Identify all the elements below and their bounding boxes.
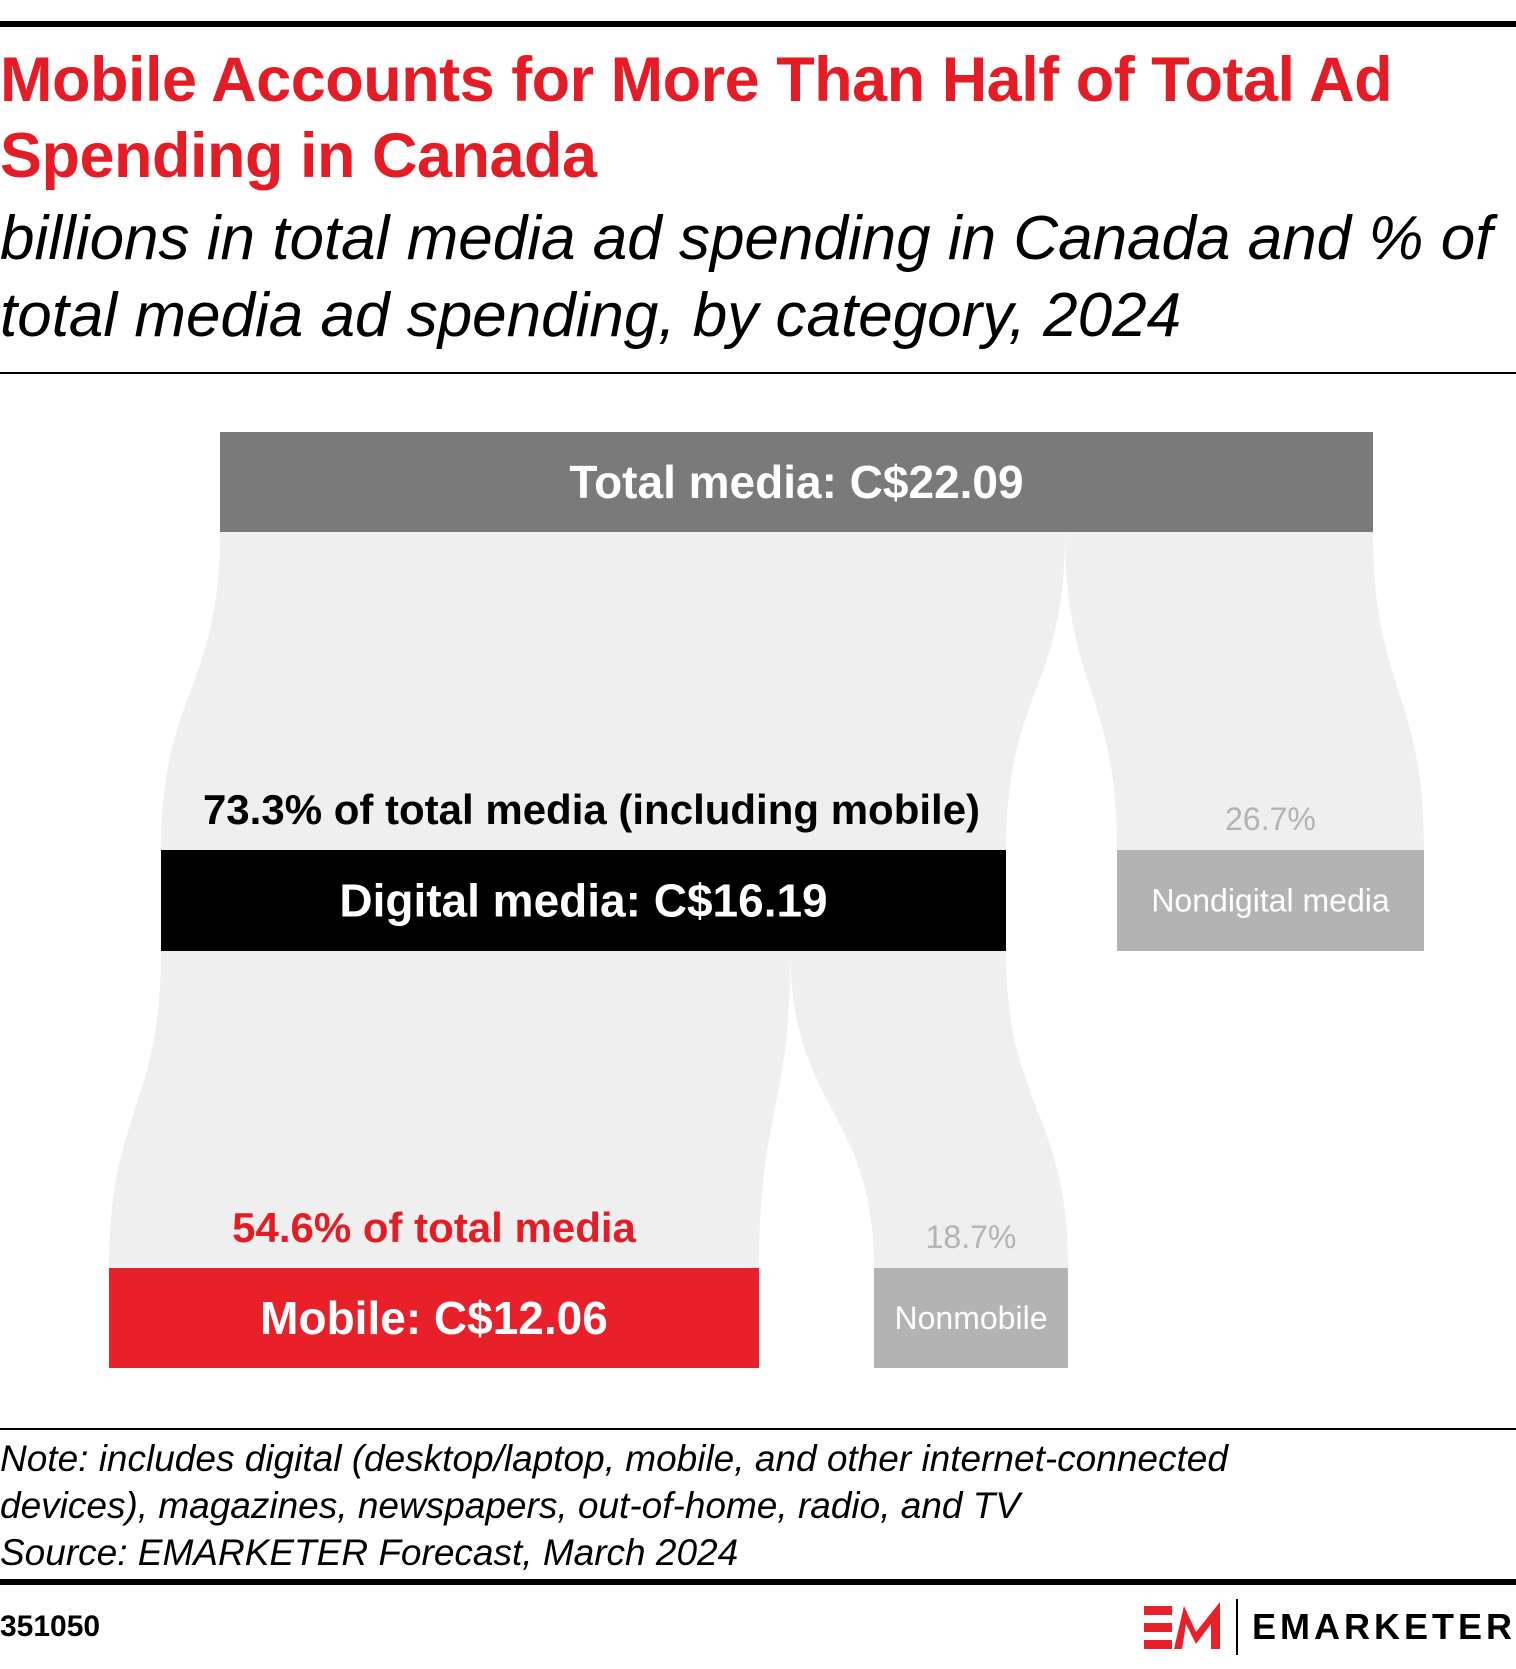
node-label-nondigital: Nondigital media	[1151, 883, 1390, 919]
source-line: Source: EMARKETER Forecast, March 2024	[0, 1532, 739, 1573]
logo-divider	[1235, 1599, 1238, 1655]
emarketer-logo: EMARKETER	[1143, 1597, 1516, 1657]
flow-total-to-nondigital	[1065, 532, 1424, 850]
footer-divider	[0, 1428, 1516, 1430]
chart-title: Mobile Accounts for More Than Half of To…	[0, 45, 1393, 191]
logo-wordmark: EMARKETER	[1251, 1606, 1516, 1647]
node-label-nonmobile: Nonmobile	[895, 1300, 1048, 1336]
top-rule	[0, 21, 1516, 27]
flow-digital-to-mobile	[109, 951, 791, 1268]
node-bar-nonmobile	[874, 1268, 1068, 1368]
node-label-digital: Digital media: C$16.19	[339, 875, 827, 927]
node-label-total: Total media: C$22.09	[569, 456, 1023, 508]
share-label-nondigital: 26.7%	[1225, 801, 1316, 837]
note-line-2: devices), magazines, newspapers, out-of-…	[0, 1485, 1021, 1526]
node-bar-total	[220, 432, 1373, 532]
node-label-mobile: Mobile: C$12.06	[260, 1292, 608, 1344]
bottom-rule	[0, 1579, 1516, 1585]
header-divider	[0, 372, 1516, 374]
node-bar-nondigital	[1117, 850, 1424, 951]
em-logo-icon	[1143, 1602, 1220, 1649]
node-bar-mobile	[109, 1268, 759, 1368]
chart-subtitle: billions in total media ad spending in C…	[0, 204, 1493, 350]
flow-total-to-digital	[161, 532, 1066, 850]
flow-digital-to-nonmobile	[790, 951, 1068, 1268]
share-label-mobile: 54.6% of total media	[232, 1204, 636, 1251]
share-label-digital: 73.3% of total media (including mobile)	[203, 786, 980, 833]
note-line-1: Note: includes digital (desktop/laptop, …	[0, 1438, 1228, 1479]
node-bar-digital	[161, 850, 1006, 951]
share-label-nonmobile: 18.7%	[926, 1219, 1017, 1255]
chart-id: 351050	[0, 1610, 101, 1643]
